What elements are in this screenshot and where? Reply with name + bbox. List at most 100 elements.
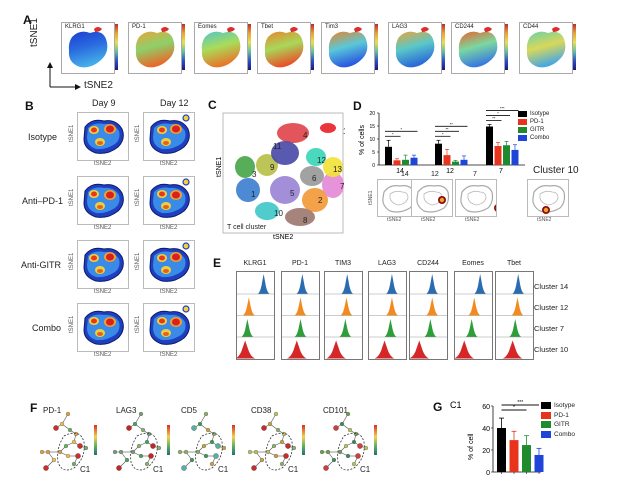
- spade-node: [144, 439, 150, 445]
- histogram-peak: [341, 274, 354, 294]
- panel-c-label: C: [208, 98, 217, 112]
- spade-node: [353, 431, 359, 437]
- panel-c-cluster-tsne: 1234567891011121314T cell clustertSNE2tS…: [216, 112, 345, 240]
- spade-node: [126, 425, 132, 431]
- density-plot-2-0: [77, 240, 129, 289]
- spade-node: [177, 449, 183, 455]
- tsne-tile-label: Tbet: [261, 24, 274, 30]
- tsne-tile-label: KLRG1: [65, 24, 85, 30]
- spade-tree-cd5: C1: [177, 411, 235, 474]
- y-axis-label: % of cell: [468, 433, 475, 460]
- cluster-12-label: 12: [317, 156, 326, 165]
- colorbar-icon: [442, 24, 445, 70]
- significance-mark: ***: [517, 400, 523, 406]
- significance-mark: *: [400, 127, 402, 132]
- bar-gitr-cluster-12: [452, 161, 459, 165]
- legend-label: GITR: [530, 127, 545, 133]
- axis-arrows-icon: [47, 62, 81, 90]
- spade-marker-title: LAG3: [116, 406, 137, 415]
- histogram-stack: [496, 274, 533, 359]
- bar-pd-1-cluster-7: [494, 146, 502, 165]
- y-axis-label: % of cells: [359, 125, 366, 155]
- bar-isotype-cluster-7: [486, 126, 493, 165]
- spade-node: [345, 411, 351, 417]
- cluster-1-region: [236, 178, 260, 202]
- histogram-row-label: Cluster 14: [534, 282, 569, 291]
- density-contour: [149, 114, 190, 154]
- cluster-highlight-map: [527, 179, 569, 217]
- bar-combo-cluster-14: [410, 157, 418, 165]
- density-contour: [149, 242, 190, 282]
- mini-map-title: 7: [473, 171, 477, 178]
- spade-colorbar: [302, 425, 305, 455]
- spade-node: [273, 411, 279, 417]
- panel-g-bar-chart: C1 0 20 40 60 % of cell ****: [450, 400, 544, 477]
- spade-node: [267, 421, 273, 427]
- cluster-11-label: 11: [273, 142, 282, 151]
- spade-node: [351, 439, 357, 445]
- histogram-peak: [454, 340, 475, 359]
- spade-node: [57, 449, 63, 455]
- histogram-peak: [294, 319, 307, 337]
- tsne-tile-tim3: Tim3: [321, 22, 375, 74]
- significance-mark: **: [492, 116, 496, 121]
- density-plot-3-0: [77, 303, 129, 352]
- cluster-5-region: [270, 176, 300, 204]
- cluster-1-label: 1: [251, 190, 256, 199]
- panel-g-label: G: [433, 400, 443, 414]
- density-plot-1-1: [143, 176, 195, 225]
- histogram-stack: [369, 274, 406, 359]
- histogram-peak: [384, 319, 397, 337]
- histogram-peak: [296, 274, 309, 294]
- spade-node: [323, 465, 329, 471]
- spade-node: [279, 461, 285, 467]
- spade-node: [138, 411, 144, 417]
- density-contour: [83, 247, 124, 282]
- bar-pd-1-cluster-14: [393, 160, 401, 165]
- spade-node: [140, 427, 146, 433]
- spade-node: [146, 431, 152, 437]
- bar-isotype-cluster-14: [385, 146, 392, 165]
- panel-c-x-axis-label: tSNE2: [273, 234, 293, 240]
- spade-node: [67, 427, 73, 433]
- legend-swatch: [518, 119, 527, 125]
- panel-a-x-axis-label: tSNE2: [84, 80, 113, 91]
- axis-label-tsne2: tSNE2: [160, 225, 178, 231]
- histogram-column-tim3: [324, 271, 363, 360]
- spade-node: [51, 457, 57, 463]
- legend-swatch: [541, 430, 551, 438]
- panel-d-cluster10-title: Cluster 10: [533, 165, 579, 176]
- spade-colorbar: [374, 425, 377, 455]
- spade-node: [112, 449, 118, 455]
- histogram-peak: [286, 340, 307, 359]
- tsne-tile-label: CD244: [455, 24, 474, 30]
- spade-node: [283, 453, 289, 459]
- spade-node: [83, 445, 89, 451]
- x-tick-label: 12: [446, 168, 454, 175]
- histogram-peak: [474, 274, 487, 294]
- significance-mark: ***: [500, 106, 505, 111]
- c1-gate-label: C1: [80, 465, 91, 474]
- colorbar-icon: [182, 24, 185, 70]
- legend-item-pd-1: PD-1: [518, 118, 549, 126]
- y-tick-label: 20: [482, 448, 490, 455]
- tsne-heatmap-lag3: [395, 27, 435, 68]
- axis-label-tsne1: tSNE1: [69, 124, 75, 142]
- tsne-tile-tbet: Tbet: [257, 22, 311, 74]
- colorbar-icon: [248, 24, 251, 70]
- c1-gate-outline: [265, 432, 293, 471]
- spade-node: [144, 461, 150, 467]
- bar-combo-cluster-12: [460, 159, 468, 165]
- legend-item-isotype: Isotype: [541, 401, 575, 410]
- chart-title: C1: [450, 400, 462, 410]
- cluster-14-region: [320, 123, 336, 133]
- tsne-tile-lag3: LAG3: [388, 22, 442, 74]
- spade-node: [148, 453, 154, 459]
- cluster-2-label: 2: [318, 196, 323, 205]
- legend-label: Combo: [554, 430, 575, 438]
- histogram-peak: [385, 274, 398, 294]
- mini-x-axis-label: tSNE2: [465, 217, 480, 223]
- tsne-heatmap-klrg1: [68, 27, 108, 68]
- y-tick-label: 20: [369, 111, 375, 117]
- cluster-outline-map: [416, 185, 450, 213]
